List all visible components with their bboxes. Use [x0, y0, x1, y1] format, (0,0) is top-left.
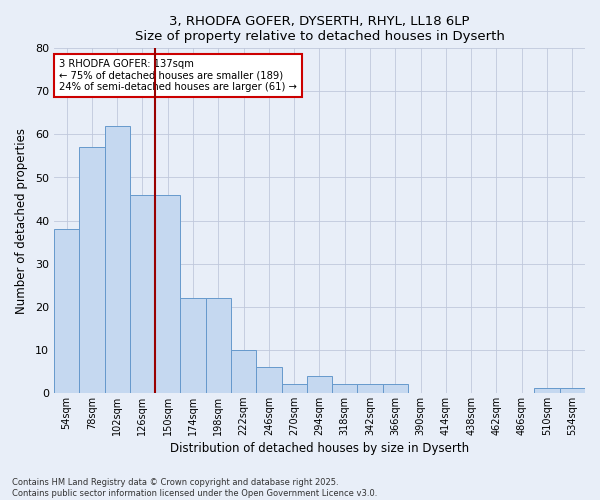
Bar [54, 229, 79, 393]
Bar [358, 384, 383, 393]
Text: 3 RHODFA GOFER: 137sqm
← 75% of detached houses are smaller (189)
24% of semi-de: 3 RHODFA GOFER: 137sqm ← 75% of detached… [59, 58, 297, 92]
Bar [79, 148, 104, 393]
Bar [104, 126, 130, 393]
X-axis label: Distribution of detached houses by size in Dyserth: Distribution of detached houses by size … [170, 442, 469, 455]
Bar [332, 384, 358, 393]
Bar [206, 298, 231, 393]
Bar [307, 376, 332, 393]
Bar [130, 194, 155, 393]
Y-axis label: Number of detached properties: Number of detached properties [15, 128, 28, 314]
Bar [560, 388, 585, 393]
Bar [231, 350, 256, 393]
Bar [256, 367, 281, 393]
Bar [535, 388, 560, 393]
Text: Contains HM Land Registry data © Crown copyright and database right 2025.
Contai: Contains HM Land Registry data © Crown c… [12, 478, 377, 498]
Bar [155, 194, 181, 393]
Title: 3, RHODFA GOFER, DYSERTH, RHYL, LL18 6LP
Size of property relative to detached h: 3, RHODFA GOFER, DYSERTH, RHYL, LL18 6LP… [134, 15, 505, 43]
Bar [181, 298, 206, 393]
Bar [383, 384, 408, 393]
Bar [281, 384, 307, 393]
